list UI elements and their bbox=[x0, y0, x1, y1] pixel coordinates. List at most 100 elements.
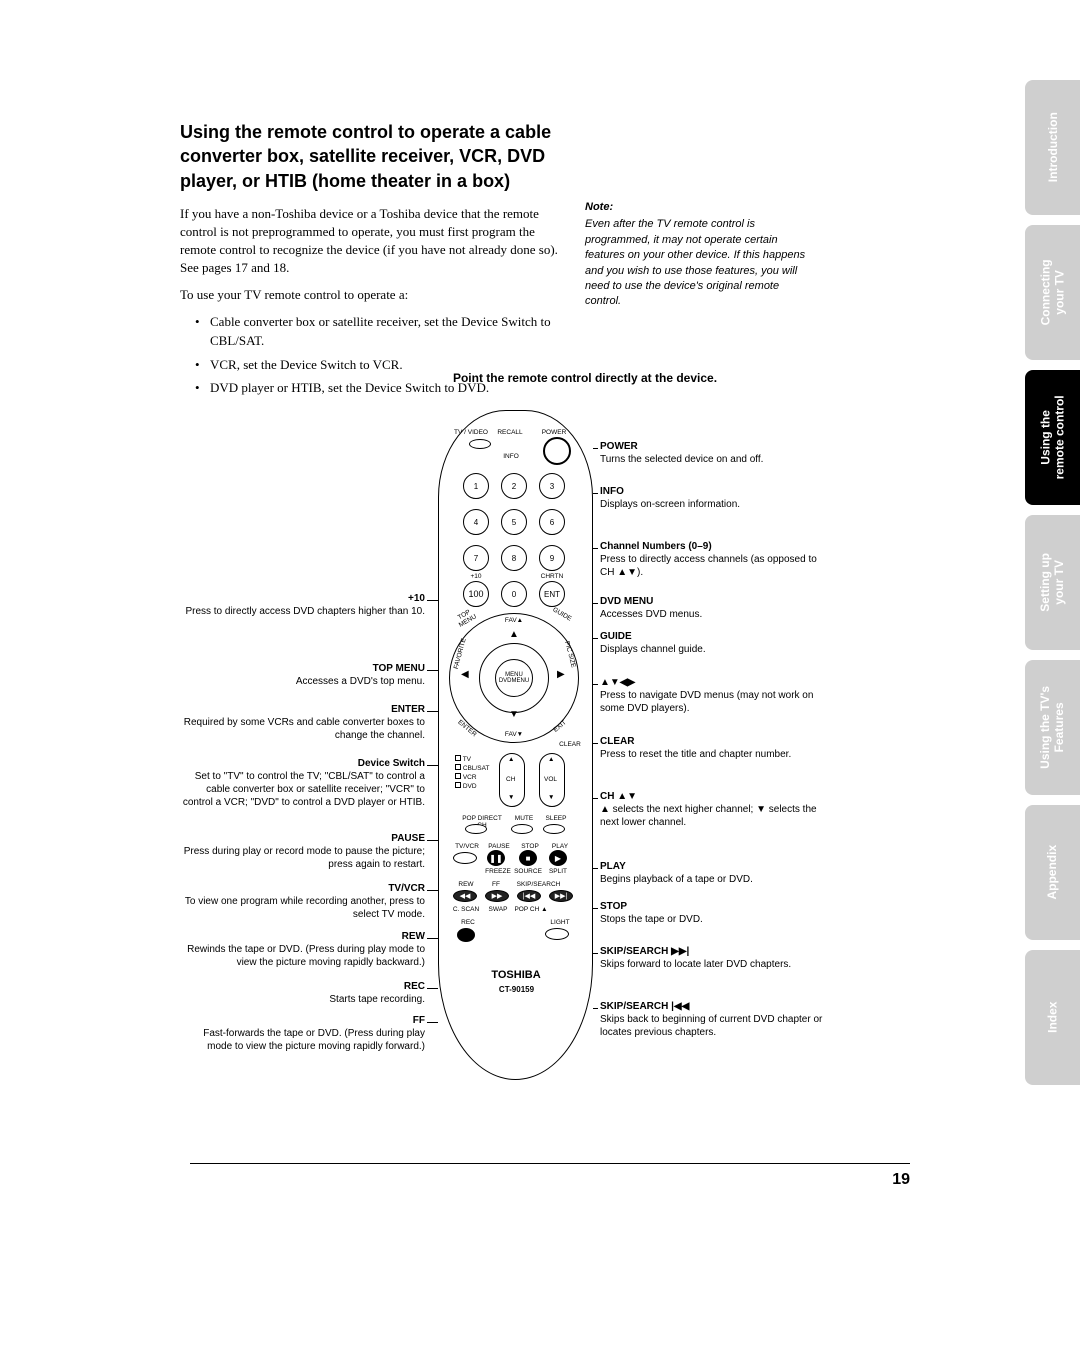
note-block: Note: Even after the TV remote control i… bbox=[585, 200, 815, 310]
callout-heading: ▲▼◀▶ bbox=[600, 677, 635, 688]
device-switch-labels: TV CBL/SAT VCR DVD bbox=[455, 755, 489, 791]
lbl-swap: SWAP bbox=[485, 906, 511, 913]
callout-heading: REC bbox=[404, 981, 425, 992]
lbl-rew: REW bbox=[455, 881, 477, 888]
arrow-down-icon: ▼ bbox=[509, 709, 519, 720]
page-rule bbox=[190, 1163, 910, 1164]
btn-power bbox=[543, 437, 571, 465]
callout-heading: SKIP/SEARCH ▶▶| bbox=[600, 946, 689, 957]
remote-body: TV / VIDEO RECALL POWER INFO 1 2 3 4 5 6… bbox=[438, 410, 593, 1080]
callout-heading: TV/VCR bbox=[388, 883, 425, 894]
btn-popdirect bbox=[465, 824, 487, 834]
tab-connecting: Connectingyour TV bbox=[1025, 225, 1080, 360]
callout-right: GUIDEDisplays channel guide. bbox=[600, 630, 825, 656]
lbl-mute: MUTE bbox=[511, 815, 537, 822]
callout-body: Set to "TV" to control the TV; "CBL/SAT"… bbox=[183, 771, 425, 808]
callout-right: CLEAR Press to reset the title and chapte… bbox=[600, 735, 825, 761]
btn-9: 9 bbox=[539, 545, 565, 571]
callout-body: Press during play or record mode to paus… bbox=[184, 846, 425, 870]
lbl-popch: POP CH ▲ bbox=[511, 906, 551, 913]
btn-ent: ENT bbox=[539, 581, 565, 607]
callout-heading: PAUSE bbox=[391, 833, 425, 844]
lbl-chrtn: CHRTN bbox=[537, 573, 567, 580]
btn-6: 6 bbox=[539, 509, 565, 535]
intro-paragraph-2: To use your TV remote control to operate… bbox=[180, 286, 570, 304]
lbl-play: PLAY bbox=[547, 843, 573, 850]
lbl-rec: REC bbox=[457, 919, 479, 926]
btn-3: 3 bbox=[539, 473, 565, 499]
callout-right: PLAYBegins playback of a tape or DVD. bbox=[600, 860, 825, 886]
callout-heading: SKIP/SEARCH |◀◀ bbox=[600, 1001, 689, 1012]
btn-mute bbox=[511, 824, 533, 834]
leader-line bbox=[427, 670, 438, 671]
model-label: CT-90159 bbox=[489, 985, 544, 994]
leader-line bbox=[593, 493, 598, 494]
leader-line bbox=[427, 938, 438, 939]
callout-heading: CLEAR bbox=[600, 736, 634, 747]
lbl-favdn: FAV▼ bbox=[499, 731, 529, 738]
callout-heading: TOP MENU bbox=[373, 663, 425, 674]
arrow-up-icon: ▲ bbox=[509, 629, 519, 640]
callout-heading: Channel Numbers (0–9) bbox=[600, 541, 712, 552]
lbl-favup: FAV▲ bbox=[499, 617, 529, 624]
leader-line bbox=[593, 548, 598, 549]
callout-heading: STOP bbox=[600, 901, 627, 912]
lbl-ff: FF bbox=[487, 881, 505, 888]
tab-remote: Using theremote control bbox=[1025, 370, 1080, 505]
callout-left: TV/VCRTo view one program while recordin… bbox=[180, 882, 425, 921]
lbl-clear: CLEAR bbox=[557, 741, 583, 748]
btn-sleep bbox=[543, 824, 565, 834]
callout-left: Device Switch Set to "TV" to control the … bbox=[180, 757, 425, 809]
callout-left: FFFast-forwards the tape or DVD. (Press … bbox=[180, 1014, 425, 1053]
callout-heading: Device Switch bbox=[358, 758, 425, 769]
callout-right: STOPStops the tape or DVD. bbox=[600, 900, 825, 926]
callout-heading: FF bbox=[413, 1015, 425, 1026]
callout-heading: ENTER bbox=[391, 704, 425, 715]
callout-body: Rewinds the tape or DVD. (Press during p… bbox=[187, 944, 425, 968]
leader-line bbox=[593, 868, 598, 869]
btn-1: 1 bbox=[463, 473, 489, 499]
callout-heading: POWER bbox=[600, 441, 638, 452]
callout-body: ▲ selects the next higher channel; ▼ sel… bbox=[600, 804, 817, 828]
leader-line bbox=[427, 890, 438, 891]
brand-label: TOSHIBA bbox=[481, 969, 551, 981]
callout-body: Accesses DVD menus. bbox=[600, 609, 702, 620]
callout-body: Required by some VCRs and cable converte… bbox=[184, 717, 425, 741]
note-body: Even after the TV remote control is prog… bbox=[585, 217, 815, 309]
leader-line bbox=[593, 743, 598, 744]
callout-left: RECStarts tape recording. bbox=[180, 980, 425, 1006]
leader-line bbox=[427, 600, 438, 601]
lbl-plus10: +10 bbox=[465, 573, 487, 580]
leader-line bbox=[427, 988, 438, 989]
callout-heading: CH ▲▼ bbox=[600, 791, 637, 802]
btn-ff: ▶▶ bbox=[485, 890, 509, 902]
lbl-info: INFO bbox=[499, 453, 523, 460]
callout-body: Press to directly access DVD chapters hi… bbox=[185, 606, 425, 617]
callout-heading: REW bbox=[402, 931, 425, 942]
callout-body: Begins playback of a tape or DVD. bbox=[600, 874, 753, 885]
leader-line bbox=[593, 638, 598, 639]
arrow-left-icon: ◀ bbox=[461, 669, 469, 680]
tab-introduction: Introduction bbox=[1025, 80, 1080, 215]
leader-line bbox=[427, 765, 438, 766]
btn-pause: ❚❚ bbox=[487, 850, 505, 866]
leader-line bbox=[593, 908, 598, 909]
remote-caption: Point the remote control directly at the… bbox=[445, 370, 725, 386]
btn-skipfwd: ▶▶| bbox=[549, 890, 573, 902]
leader-line bbox=[427, 840, 438, 841]
callout-right: CH ▲▼ ▲ selects the next higher channel; … bbox=[600, 790, 825, 829]
callout-left: TOP MENUAccesses a DVD's top menu. bbox=[180, 662, 425, 688]
callout-body: Displays channel guide. bbox=[600, 644, 706, 655]
leader-line bbox=[593, 603, 598, 604]
lbl-pause: PAUSE bbox=[485, 843, 513, 850]
callout-body: Press to reset the title and chapter num… bbox=[600, 749, 791, 760]
lbl-sleep: SLEEP bbox=[543, 815, 569, 822]
btn-4: 4 bbox=[463, 509, 489, 535]
lbl-power: POWER bbox=[539, 429, 569, 436]
callout-body: Skips back to beginning of current DVD c… bbox=[600, 1014, 822, 1038]
callout-left: REW Rewinds the tape or DVD. (Press durin… bbox=[180, 930, 425, 969]
side-tabs: Introduction Connectingyour TV Using the… bbox=[1025, 80, 1080, 1095]
lbl-tvvideo: TV / VIDEO bbox=[451, 429, 491, 436]
lbl-freeze: FREEZE bbox=[483, 868, 513, 875]
callout-right: Channel Numbers (0–9)Press to directly a… bbox=[600, 540, 825, 579]
